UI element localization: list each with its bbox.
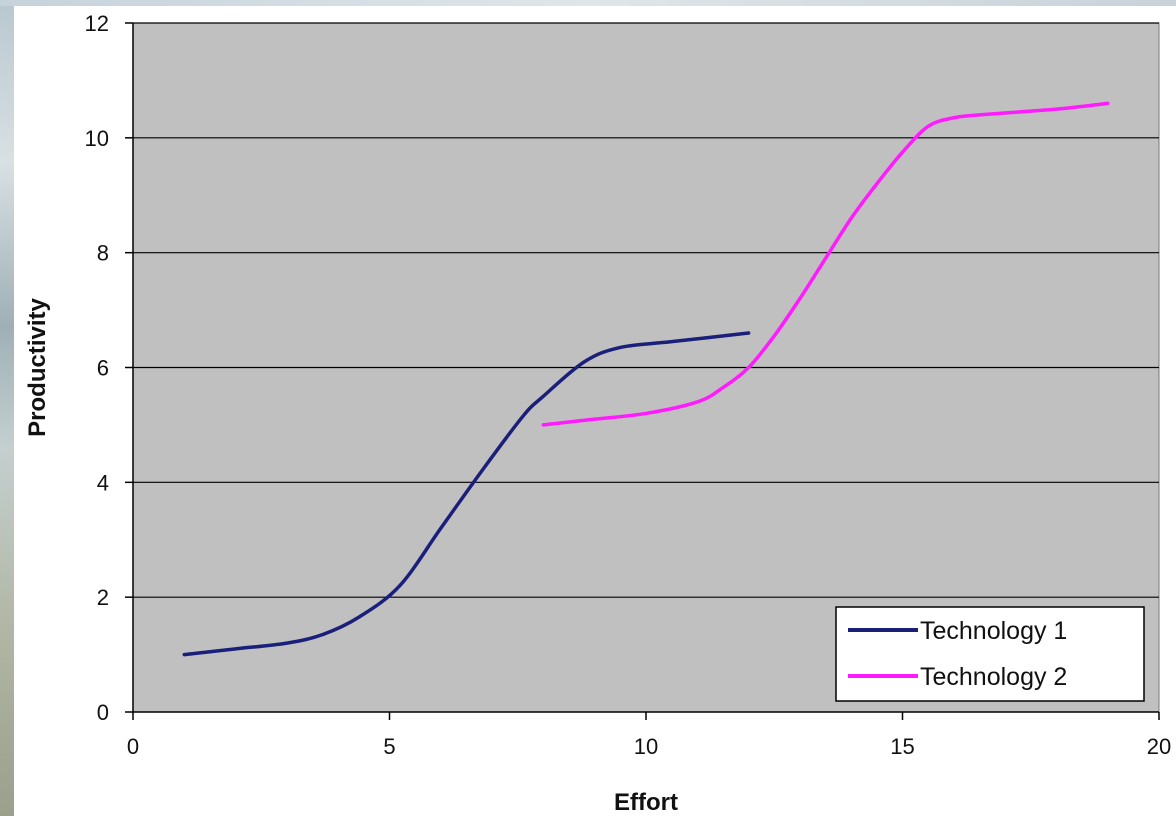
x-tick-label-20: 20 bbox=[1147, 734, 1171, 759]
y-tick-label-0: 0 bbox=[97, 700, 109, 725]
y-tick-label-8: 8 bbox=[97, 241, 109, 266]
legend-label-technology-2: Technology 2 bbox=[920, 663, 1067, 691]
y-tick-label-2: 2 bbox=[97, 585, 109, 610]
legend-box bbox=[835, 606, 1145, 702]
y-tick-label-10: 10 bbox=[85, 126, 109, 151]
x-tick-label-15: 15 bbox=[890, 734, 914, 759]
y-tick-label-12: 12 bbox=[85, 11, 109, 36]
x-tick-label-5: 5 bbox=[383, 734, 395, 759]
y-tick-label-4: 4 bbox=[97, 470, 109, 495]
x-tick-label-10: 10 bbox=[634, 734, 658, 759]
series-line-technology-2 bbox=[541, 101, 1110, 427]
series-line-technology-1 bbox=[182, 331, 751, 657]
legend-label-technology-1: Technology 1 bbox=[920, 617, 1067, 645]
series-layer bbox=[182, 101, 1110, 657]
gridlines bbox=[133, 22, 1159, 598]
background-strip-top bbox=[0, 0, 1176, 6]
x-axis-title: Effort bbox=[614, 789, 678, 816]
legend: Technology 1 Technology 2 bbox=[835, 606, 1145, 702]
background-strip-left bbox=[0, 0, 14, 816]
x-tick-label-0: 0 bbox=[127, 734, 139, 759]
ticks: 0 2 4 6 8 10 12 0 5 10 15 20 bbox=[85, 11, 1172, 759]
y-axis-title: Productivity bbox=[24, 298, 51, 437]
y-tick-label-6: 6 bbox=[97, 356, 109, 381]
